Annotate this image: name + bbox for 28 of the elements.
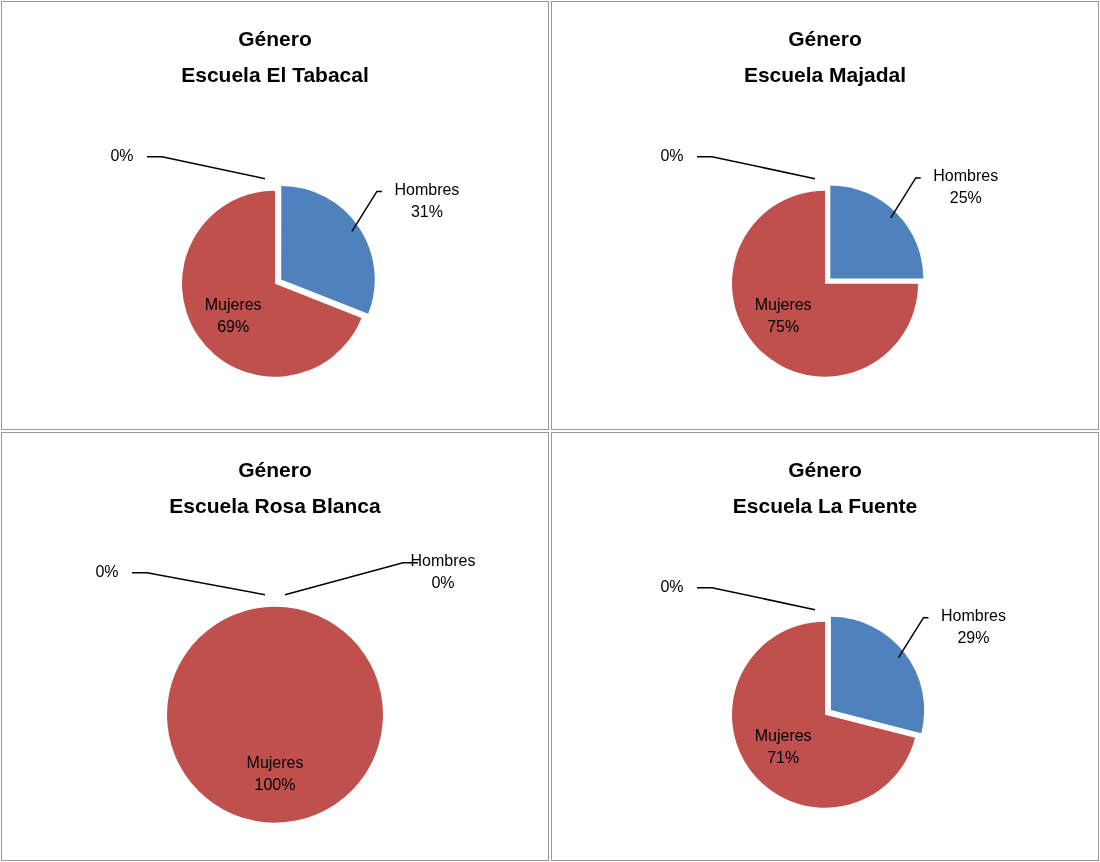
data-label: 25% [949, 189, 982, 207]
slice-label: Hombres [941, 607, 1006, 625]
chart-subtitle: Escuela Majadal [743, 62, 907, 86]
slice-label: Mujeres [204, 295, 262, 313]
chart-title: Género [788, 458, 862, 482]
chart-title: Género [238, 458, 312, 482]
data-label: 29% [957, 629, 990, 647]
slice-label: Hombres [933, 167, 999, 185]
chart-subtitle: Escuela La Fuente [732, 493, 918, 517]
slice-label: Mujeres [246, 753, 304, 771]
text: 0% [660, 147, 684, 165]
text: 0% [431, 574, 455, 592]
category-label: Hombres [410, 552, 476, 570]
text: 0% [660, 578, 684, 596]
slice-label: Hombres [394, 180, 460, 198]
data-label: 69% [217, 317, 250, 335]
slice-label: Mujeres [754, 295, 812, 313]
chart-title: Género [238, 27, 312, 51]
data-label: 71% [767, 748, 800, 766]
data-label: 100% [254, 775, 296, 793]
chart-title: Género [788, 27, 862, 51]
data-label: 31% [410, 202, 443, 220]
slice-label: Mujeres [754, 726, 812, 744]
chart-subtitle: Escuela Rosa Blanca [169, 493, 381, 517]
text: 0% [95, 563, 119, 581]
data-label: 75% [767, 317, 800, 335]
chart-subtitle: Escuela El Tabacal [181, 62, 369, 86]
text: 0% [110, 147, 134, 165]
